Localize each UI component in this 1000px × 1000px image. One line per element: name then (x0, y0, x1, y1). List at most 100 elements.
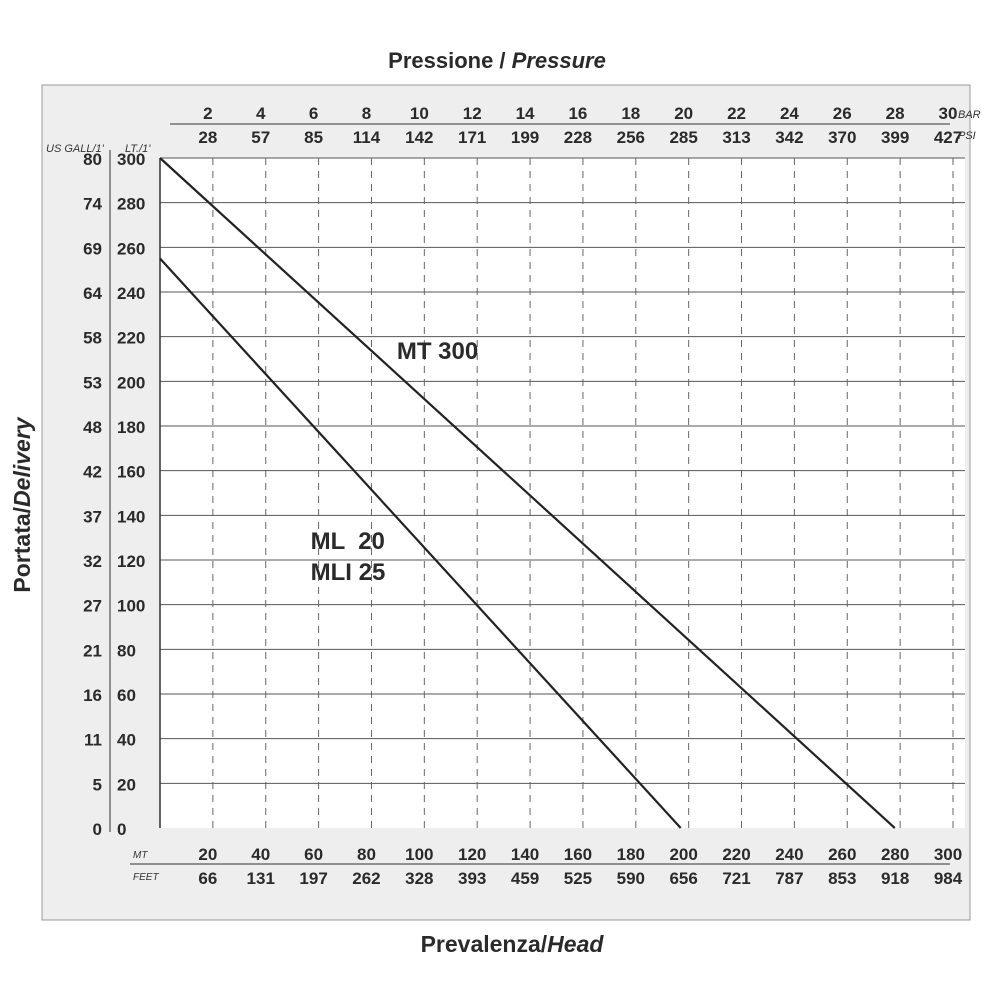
series-label-mt300: MT 300 (397, 338, 478, 365)
tick-label-mt: 220 (722, 845, 750, 864)
tick-label-mt: 200 (669, 845, 697, 864)
tick-label-gal: 16 (83, 686, 102, 705)
tick-label-mt: 240 (775, 845, 803, 864)
tick-label-bar: 22 (727, 104, 746, 123)
tick-label-gal: 21 (83, 641, 102, 660)
tick-label-lt: 220 (117, 329, 145, 348)
delivery-axis: US GALL/1' LT./1' 0 0 5 20 11 40 16 60 21 80 27 100 32… (46, 143, 151, 839)
tick-label-gal: 37 (83, 507, 102, 526)
tick-label-feet: 393 (458, 869, 486, 888)
tick-label-feet: 656 (669, 869, 697, 888)
tick-label-feet: 525 (564, 869, 592, 888)
tick-label-bar: 6 (309, 104, 318, 123)
unit-psi: PSI (958, 130, 976, 142)
tick-label-mt: 120 (458, 845, 486, 864)
tick-label-bar: 24 (780, 104, 799, 123)
unit-bar: BAR (958, 109, 981, 121)
tick-label-mt: 60 (304, 845, 323, 864)
tick-label-lt: 200 (117, 373, 145, 392)
tick-label-lt: 300 (117, 150, 145, 169)
tick-label-psi: 142 (405, 128, 433, 147)
tick-label-mt: 40 (251, 845, 270, 864)
series-line-1 (159, 257, 682, 829)
tick-label-mt: 180 (617, 845, 645, 864)
tick-label-feet: 721 (722, 869, 750, 888)
tick-label-psi: 256 (617, 128, 645, 147)
tick-label-bar: 14 (516, 104, 535, 123)
tick-label-bar: 28 (886, 104, 905, 123)
tick-label-feet: 590 (617, 869, 645, 888)
tick-label-feet: 984 (934, 869, 963, 888)
tick-label-gal: 64 (83, 284, 102, 303)
tick-label-psi: 313 (722, 128, 750, 147)
tick-label-gal: 11 (84, 731, 102, 750)
tick-label-feet: 459 (511, 869, 539, 888)
tick-label-lt: 260 (117, 239, 145, 258)
tick-label-gal: 74 (83, 195, 102, 214)
tick-label-lt: 60 (117, 686, 136, 705)
series-line-0 (159, 157, 896, 829)
tick-label-lt: 80 (117, 641, 136, 660)
tick-label-gal: 32 (83, 552, 102, 571)
plot-area (160, 158, 965, 828)
tick-label-gal: 80 (83, 150, 102, 169)
tick-label-psi: 85 (304, 128, 323, 147)
tick-label-mt: 160 (564, 845, 592, 864)
tick-label-lt: 20 (117, 775, 136, 794)
tick-label-feet: 853 (828, 869, 856, 888)
tick-label-psi: 28 (198, 128, 217, 147)
x-axis-label: Prevalenza/Head (421, 931, 605, 957)
tick-label-bar: 4 (256, 104, 266, 123)
tick-label-bar: 12 (463, 104, 482, 123)
tick-label-mt: 80 (357, 845, 376, 864)
tick-label-psi: 199 (511, 128, 539, 147)
unit-mt: MT (133, 850, 148, 861)
tick-label-psi: 285 (669, 128, 697, 147)
tick-label-psi: 342 (775, 128, 803, 147)
tick-label-psi: 228 (564, 128, 592, 147)
tick-label-lt: 100 (117, 597, 145, 616)
tick-label-gal: 27 (83, 597, 102, 616)
tick-label-feet: 262 (352, 869, 380, 888)
tick-label-lt: 140 (117, 507, 145, 526)
tick-label-feet: 787 (775, 869, 803, 888)
tick-label-lt: 120 (117, 552, 145, 571)
tick-label-psi: 427 (934, 128, 962, 147)
series-label-ml20-mli25: MLI 25 (311, 559, 386, 586)
unit-feet: FEET (133, 872, 159, 883)
tick-label-mt: 300 (934, 845, 962, 864)
tick-label-mt: 260 (828, 845, 856, 864)
tick-label-psi: 57 (251, 128, 270, 147)
tick-label-psi: 370 (828, 128, 856, 147)
tick-label-mt: 140 (511, 845, 539, 864)
tick-label-bar: 30 (939, 104, 958, 123)
tick-label-feet: 328 (405, 869, 433, 888)
tick-label-lt: 280 (117, 195, 145, 214)
tick-label-psi: 114 (353, 128, 381, 147)
tick-label-gal: 48 (83, 418, 102, 437)
tick-label-bar: 16 (568, 104, 587, 123)
tick-label-bar: 20 (674, 104, 693, 123)
tick-label-lt: 180 (117, 418, 145, 437)
pressure-axis: 2284576858114101421217114199162281825620… (170, 104, 981, 147)
tick-label-bar: 10 (410, 104, 429, 123)
x-axis-label-it: Prevalenza (421, 931, 541, 957)
tick-label-psi: 399 (881, 128, 909, 147)
tick-label-gal: 53 (83, 373, 102, 392)
head-axis: 20 66 40 131 60 197 80 262 100 328 120 393 140 459 160… (130, 845, 963, 888)
tick-label-bar: 2 (203, 104, 212, 123)
tick-label-feet: 66 (198, 869, 217, 888)
chart-title-it: Pressione (388, 48, 493, 73)
tick-label-gal: 69 (83, 239, 102, 258)
y-axis-label: Portata/Delivery (9, 416, 35, 592)
tick-label-feet: 131 (247, 869, 275, 888)
y-axis-label-it: Portata (9, 513, 35, 592)
grid (159, 157, 965, 828)
tick-label-lt: 0 (117, 820, 126, 839)
series-label-ml20-mli25: ML 20 (311, 528, 385, 555)
tick-label-mt: 100 (405, 845, 433, 864)
unit-lt: LT./1' (125, 143, 151, 155)
tick-label-gal: 0 (93, 820, 102, 839)
tick-label-bar: 18 (621, 104, 640, 123)
tick-label-bar: 26 (833, 104, 852, 123)
